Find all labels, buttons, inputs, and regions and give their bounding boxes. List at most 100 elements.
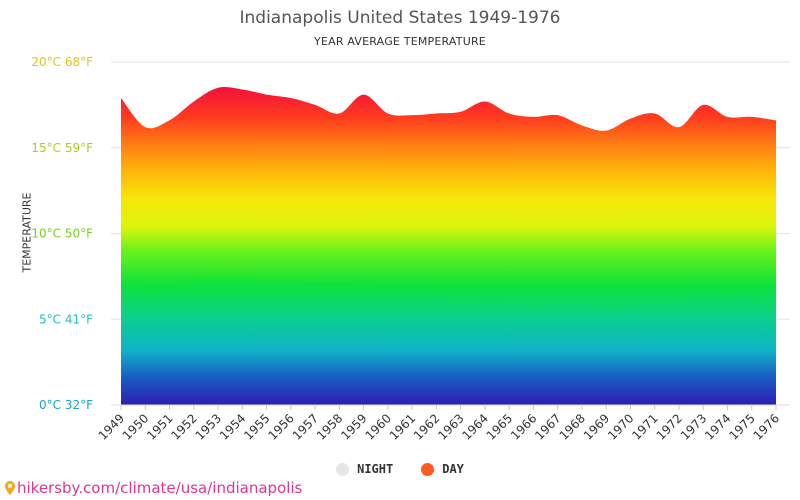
data-point-night <box>531 309 535 313</box>
data-point-night <box>240 259 244 263</box>
data-point-night <box>774 322 778 326</box>
data-point-day <box>604 129 608 133</box>
data-point-night <box>434 292 438 296</box>
data-point-night <box>459 304 463 308</box>
data-point-day <box>313 103 317 107</box>
x-tick-label: 1950 <box>120 411 151 442</box>
legend-label-day: DAY <box>442 462 464 476</box>
map-pin-icon <box>5 481 15 495</box>
x-tick-label: 1972 <box>654 411 685 442</box>
x-tick-label: 1965 <box>484 411 515 442</box>
y-tick-label: 0°C 32°F <box>39 398 93 412</box>
data-point-day <box>168 118 172 122</box>
data-point-day <box>628 117 632 121</box>
data-point-night <box>362 283 366 287</box>
data-point-night <box>750 293 754 297</box>
x-tick-label: 1961 <box>387 411 418 442</box>
data-point-day <box>750 115 754 119</box>
night-dot-icon <box>336 462 350 476</box>
data-point-day <box>774 118 778 122</box>
x-tick-label: 1973 <box>678 411 709 442</box>
data-point-night <box>337 281 341 285</box>
y-tick-label: 10°C 50°F <box>31 227 93 241</box>
legend-item-day[interactable]: DAY <box>421 462 464 476</box>
x-tick-label: 1962 <box>411 411 442 442</box>
legend: NIGHT DAY <box>0 462 800 476</box>
data-point-day <box>725 115 729 119</box>
data-point-day <box>386 111 390 115</box>
data-point-day <box>483 99 487 103</box>
day-dot-icon <box>421 462 435 476</box>
data-point-day <box>289 96 293 100</box>
x-tick-label: 1956 <box>265 411 296 442</box>
x-tick-label: 1957 <box>290 411 321 442</box>
x-tick-label: 1952 <box>168 411 199 442</box>
data-point-day <box>677 125 681 129</box>
data-point-night <box>289 274 293 278</box>
x-tick-label: 1966 <box>508 411 539 442</box>
x-tick-label: 1960 <box>362 411 393 442</box>
y-axis-ticks: 0°C 32°F 5°C 41°F 10°C 50°F 15°C 59°F 20°C 6… <box>31 55 93 412</box>
y-axis-label: TEMPERATURE <box>20 192 34 273</box>
data-point-day <box>410 113 414 117</box>
x-tick-label: 1969 <box>581 411 612 442</box>
data-point-day <box>580 123 584 127</box>
x-tick-label: 1974 <box>702 411 733 442</box>
x-tick-label: 1967 <box>532 411 563 442</box>
data-point-night <box>701 286 705 290</box>
chart-subtitle: YEAR AVERAGE TEMPERATURE <box>314 35 486 48</box>
y-tick-label: 5°C 41°F <box>39 312 93 326</box>
area-night <box>121 260 776 405</box>
data-point-night <box>653 304 657 308</box>
legend-item-night[interactable]: NIGHT <box>336 462 393 476</box>
x-tick-label: 1971 <box>629 411 660 442</box>
x-tick-label: 1963 <box>435 411 466 442</box>
x-tick-label: 1951 <box>144 411 175 442</box>
data-point-day <box>143 125 147 129</box>
data-point-day <box>192 99 196 103</box>
data-point-night <box>386 290 390 294</box>
data-point-day <box>701 103 705 107</box>
y-tick-label: 20°C 68°F <box>31 55 93 69</box>
x-tick-label: 1955 <box>241 411 272 442</box>
data-point-night <box>265 276 269 280</box>
x-tick-label: 1959 <box>338 411 369 442</box>
data-point-night <box>725 295 729 299</box>
data-point-night <box>216 264 220 268</box>
x-tick-label: 1949 <box>96 411 127 442</box>
data-point-night <box>483 297 487 301</box>
x-tick-label: 1954 <box>217 411 248 442</box>
data-point-day <box>556 113 560 117</box>
x-tick-label: 1953 <box>193 411 224 442</box>
x-tick-label: 1976 <box>751 411 782 442</box>
x-tick-label: 1958 <box>314 411 345 442</box>
data-point-day <box>459 110 463 114</box>
x-tick-label: 1964 <box>460 411 491 442</box>
data-point-day <box>240 87 244 91</box>
data-point-night <box>628 305 632 309</box>
data-point-night <box>313 281 317 285</box>
data-point-night <box>677 305 681 309</box>
x-tick-label: 1975 <box>726 411 757 442</box>
x-tick-label: 1970 <box>605 411 636 442</box>
data-point-day <box>653 111 657 115</box>
legend-label-night: NIGHT <box>357 462 394 476</box>
data-point-night <box>168 290 172 294</box>
data-point-night <box>410 290 414 294</box>
watermark[interactable]: hikersby.com/climate/usa/indianapolis <box>5 479 302 497</box>
data-point-night <box>580 304 584 308</box>
data-point-day <box>337 111 341 115</box>
data-point-night <box>604 312 608 316</box>
watermark-text: hikersby.com/climate/usa/indianapolis <box>17 479 303 497</box>
data-point-day <box>434 111 438 115</box>
x-axis-ticks: 1949195019511952195319541955195619571958… <box>96 404 790 443</box>
chart-title: Indianapolis United States 1949-1976 <box>239 8 561 28</box>
data-point-day <box>531 115 535 119</box>
data-point-day <box>216 86 220 90</box>
data-point-night <box>192 269 196 273</box>
plot-areas <box>121 86 778 406</box>
data-point-day <box>265 93 269 97</box>
data-point-night <box>556 298 560 302</box>
y-tick-label: 15°C 59°F <box>31 141 93 155</box>
